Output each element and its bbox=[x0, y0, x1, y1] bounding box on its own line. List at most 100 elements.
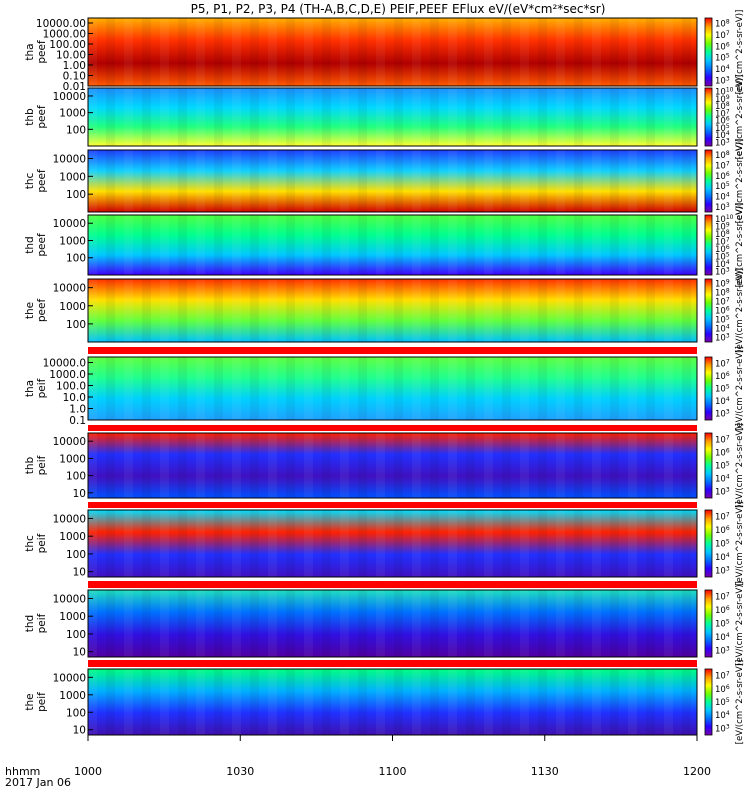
y-tick-label: 10000 bbox=[53, 513, 86, 525]
colorbar-tick-label: 108 bbox=[715, 101, 730, 112]
colorbar-tick-label: 1010 bbox=[715, 87, 734, 98]
time-bin-stripe bbox=[466, 433, 475, 498]
time-bin-stripe bbox=[214, 590, 223, 657]
colorbar-tick-label: 103 bbox=[715, 723, 730, 734]
y-tick-label: 1000 bbox=[59, 235, 86, 247]
time-bin-stripe bbox=[592, 357, 601, 420]
time-bin-stripe bbox=[646, 510, 655, 577]
time-bin-stripe bbox=[286, 279, 295, 342]
time-bin-stripe bbox=[394, 18, 403, 86]
time-bin-stripe bbox=[268, 150, 277, 212]
colorbar-tick-label: 107 bbox=[715, 592, 730, 603]
time-bin-stripe bbox=[592, 433, 601, 498]
panel-thd-peif: 10000 1000 100 10 thd peif 103 104 105 106 107 [eV/… bbox=[24, 581, 745, 666]
panel-probe-label: thd bbox=[24, 615, 36, 632]
time-bin-stripe bbox=[304, 215, 313, 275]
time-bin-stripe bbox=[628, 510, 637, 577]
y-tick-label: 10 bbox=[73, 567, 86, 579]
time-bin-stripe bbox=[448, 590, 457, 657]
time-bin-stripe bbox=[556, 18, 565, 86]
panel-species-label: peef bbox=[36, 299, 48, 323]
panel-species-label: peif bbox=[36, 533, 48, 553]
time-bin-stripe bbox=[178, 150, 187, 212]
time-bin-stripe bbox=[628, 590, 637, 657]
time-bin-stripe bbox=[304, 357, 313, 420]
time-bin-stripe bbox=[682, 215, 691, 275]
spectrogram-thb-peef bbox=[88, 88, 697, 146]
time-bin-stripe bbox=[304, 88, 313, 146]
colorbar-tick-label: 105 bbox=[715, 181, 730, 192]
x-axis-label: hhmm bbox=[5, 765, 40, 778]
colorbar-tick-label: 109 bbox=[715, 279, 730, 290]
time-bin-stripe bbox=[340, 433, 349, 498]
colorbar-unit-label: [eV/(cm^2-s-sr-eV)] bbox=[735, 203, 745, 288]
time-bin-stripe bbox=[520, 357, 529, 420]
spectrogram-tha-peif bbox=[88, 357, 697, 420]
colorbar-thd-peef bbox=[704, 214, 713, 276]
time-bin-stripe bbox=[538, 88, 547, 146]
time-bin-stripe bbox=[664, 590, 673, 657]
time-bin-stripe bbox=[358, 18, 367, 86]
y-tick-label: 1000 bbox=[59, 690, 86, 702]
time-bin-stripe bbox=[412, 215, 421, 275]
time-bin-stripe bbox=[232, 510, 241, 577]
time-bin-stripe bbox=[160, 215, 169, 275]
time-bin-stripe bbox=[664, 88, 673, 146]
time-bin-stripe bbox=[574, 510, 583, 577]
status-bar bbox=[88, 347, 697, 354]
time-bin-stripe bbox=[646, 433, 655, 498]
colorbar-tick-label: 104 bbox=[715, 474, 730, 485]
time-bin-stripe bbox=[628, 215, 637, 275]
time-bin-stripe bbox=[160, 279, 169, 342]
time-bin-stripe bbox=[502, 590, 511, 657]
time-bin-stripe bbox=[124, 590, 133, 657]
colorbar-tick-label: 107 bbox=[715, 161, 730, 172]
panel-frame bbox=[87, 214, 698, 276]
colorbar-tick-label: 103 bbox=[715, 409, 730, 420]
time-bin-stripe bbox=[106, 150, 115, 212]
time-bin-stripe bbox=[430, 669, 439, 735]
time-bin-stripe bbox=[502, 279, 511, 342]
time-bin-stripe bbox=[286, 18, 295, 86]
spectrogram-thd-peef bbox=[88, 215, 697, 275]
time-bin-stripe bbox=[268, 590, 277, 657]
time-bin-stripe bbox=[178, 510, 187, 577]
time-bin-stripe bbox=[592, 590, 601, 657]
time-bin-stripe bbox=[340, 279, 349, 342]
time-bin-stripe bbox=[160, 510, 169, 577]
time-bin-stripe bbox=[484, 669, 493, 735]
chart-title: P5, P1, P2, P3, P4 (TH-A,B,C,D,E) PEIF,P… bbox=[191, 2, 606, 16]
time-bin-stripe bbox=[610, 215, 619, 275]
time-bin-stripe bbox=[178, 669, 187, 735]
time-bin-stripe bbox=[430, 215, 439, 275]
time-bin-stripe bbox=[142, 88, 151, 146]
time-bin-stripe bbox=[556, 669, 565, 735]
colorbar-tick-label: 106 bbox=[715, 371, 730, 382]
time-bin-stripe bbox=[268, 279, 277, 342]
time-bin-stripe bbox=[142, 357, 151, 420]
time-bin-stripe bbox=[376, 279, 385, 342]
time-bin-stripe bbox=[124, 669, 133, 735]
time-bin-stripe bbox=[574, 357, 583, 420]
time-bin-stripe bbox=[556, 590, 565, 657]
panel-frame bbox=[87, 149, 698, 213]
time-bin-stripe bbox=[250, 150, 259, 212]
time-bin-stripe bbox=[610, 279, 619, 342]
y-tick-label: 1000 bbox=[59, 531, 86, 543]
time-bin-stripe bbox=[106, 215, 115, 275]
time-bin-stripe bbox=[286, 150, 295, 212]
time-bin-stripe bbox=[664, 510, 673, 577]
colorbar-tick-label: 105 bbox=[715, 251, 730, 262]
time-bin-stripe bbox=[574, 590, 583, 657]
colorbar-unit-label: [eV/(cm^2-s-sr-eV)] bbox=[735, 660, 745, 745]
time-bin-stripe bbox=[682, 88, 691, 146]
time-bin-stripe bbox=[610, 150, 619, 212]
time-bin-stripe bbox=[250, 510, 259, 577]
time-bin-stripe bbox=[682, 510, 691, 577]
y-tick-label: 10000.0 bbox=[43, 357, 86, 369]
spectrogram-thc-peef bbox=[88, 150, 697, 212]
y-tick-label: 100 bbox=[66, 124, 86, 136]
panel-frame bbox=[87, 589, 698, 658]
time-bin-stripe bbox=[268, 357, 277, 420]
